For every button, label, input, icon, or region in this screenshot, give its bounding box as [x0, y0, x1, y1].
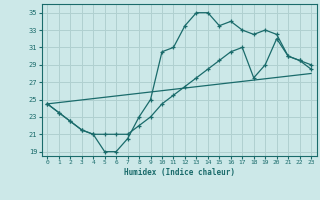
- X-axis label: Humidex (Indice chaleur): Humidex (Indice chaleur): [124, 168, 235, 177]
